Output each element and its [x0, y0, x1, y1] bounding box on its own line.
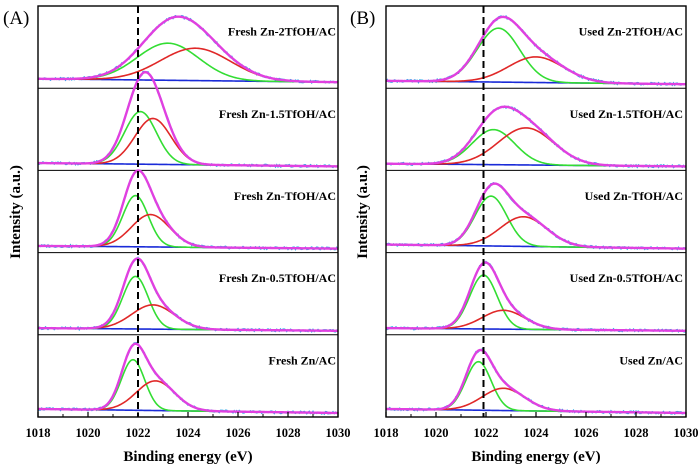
trace-label: Fresh Zn-0.5TfOH/AC [219, 271, 336, 285]
trace-label: Fresh Zn-1.5TfOH/AC [219, 107, 336, 121]
trace-fresh-3: Fresh Zn-0.5TfOH/AC [37, 252, 339, 334]
x-tick-label: 1026 [574, 426, 599, 440]
trace-label: Used Zn-1.5TfOH/AC [570, 107, 683, 121]
x-tick-label: 1030 [674, 426, 699, 440]
trace-label: Fresh Zn/AC [269, 353, 336, 367]
fit-envelope-line [37, 169, 339, 250]
fit-component-1-line [385, 128, 687, 168]
y-axis-title: Intensity (a.u.) [8, 165, 24, 259]
y-axis-title: Intensity (a.u.) [355, 165, 371, 259]
trace-used-4: Used Zn/AC [385, 334, 687, 416]
trace-fresh-1: Fresh Zn-1.5TfOH/AC [37, 70, 339, 169]
x-tick-label: 1024 [524, 426, 550, 440]
x-tick-label: 1018 [374, 426, 399, 440]
trace-used-2: Used Zn-TfOH/AC [385, 169, 687, 251]
x-tick-label: 1028 [276, 426, 301, 440]
fit-envelope-line [37, 15, 339, 84]
fit-envelope-line [37, 257, 339, 332]
trace-used-1: Used Zn-1.5TfOH/AC [385, 87, 687, 169]
x-tick-label: 1028 [624, 426, 649, 440]
fit-envelope-line [385, 261, 687, 332]
raw-spectrum-line [37, 169, 339, 251]
fit-component-2-line [37, 304, 339, 332]
x-tick-label: 1018 [26, 426, 51, 440]
x-tick-label: 1024 [176, 426, 202, 440]
x-tick-label: 1022 [474, 426, 499, 440]
fit-component-2-line [37, 117, 339, 168]
trace-fresh-2: Fresh Zn-TfOH/AC [37, 169, 339, 251]
fit-component-1-line [37, 194, 339, 250]
panel-label: (B) [350, 8, 375, 29]
trace-label: Fresh Zn-2TfOH/AC [228, 25, 336, 39]
fit-envelope-line [385, 182, 687, 250]
x-tick-label: 1020 [424, 426, 449, 440]
x-tick-label: 1020 [76, 426, 101, 440]
panel-a: (A) Intensity (a.u.) Fresh Zn-2TfOH/AC Fres… [3, 5, 351, 465]
x-tick-label: 1030 [326, 426, 351, 440]
x-axis-title: Binding energy (eV) [471, 449, 600, 465]
raw-spectrum-line [37, 256, 339, 334]
x-axis-title: Binding energy (eV) [123, 449, 252, 465]
fit-component-1-line [385, 195, 687, 250]
fit-envelope-line [385, 105, 687, 168]
trace-used-0: Used Zn-2TfOH/AC [385, 14, 687, 87]
trace-label: Used Zn-2TfOH/AC [579, 25, 683, 39]
panel-label: (A) [3, 8, 29, 29]
fit-envelope-line [385, 15, 687, 86]
panel-b: (B) Intensity (a.u.) Used Zn-2TfOH/AC Used … [350, 5, 699, 465]
trace-label: Fresh Zn-TfOH/AC [234, 189, 336, 203]
trace-label: Used Zn/AC [619, 353, 683, 367]
trace-label: Used Zn-TfOH/AC [585, 189, 683, 203]
trace-fresh-4: Fresh Zn/AC [37, 334, 339, 416]
x-tick-label: 1026 [226, 426, 251, 440]
trace-fresh-0: Fresh Zn-2TfOH/AC [37, 14, 339, 85]
trace-used-3: Used Zn-0.5TfOH/AC [385, 252, 687, 333]
fit-envelope-line [37, 70, 339, 168]
x-tick-label: 1022 [126, 426, 151, 440]
trace-label: Used Zn-0.5TfOH/AC [570, 271, 683, 285]
